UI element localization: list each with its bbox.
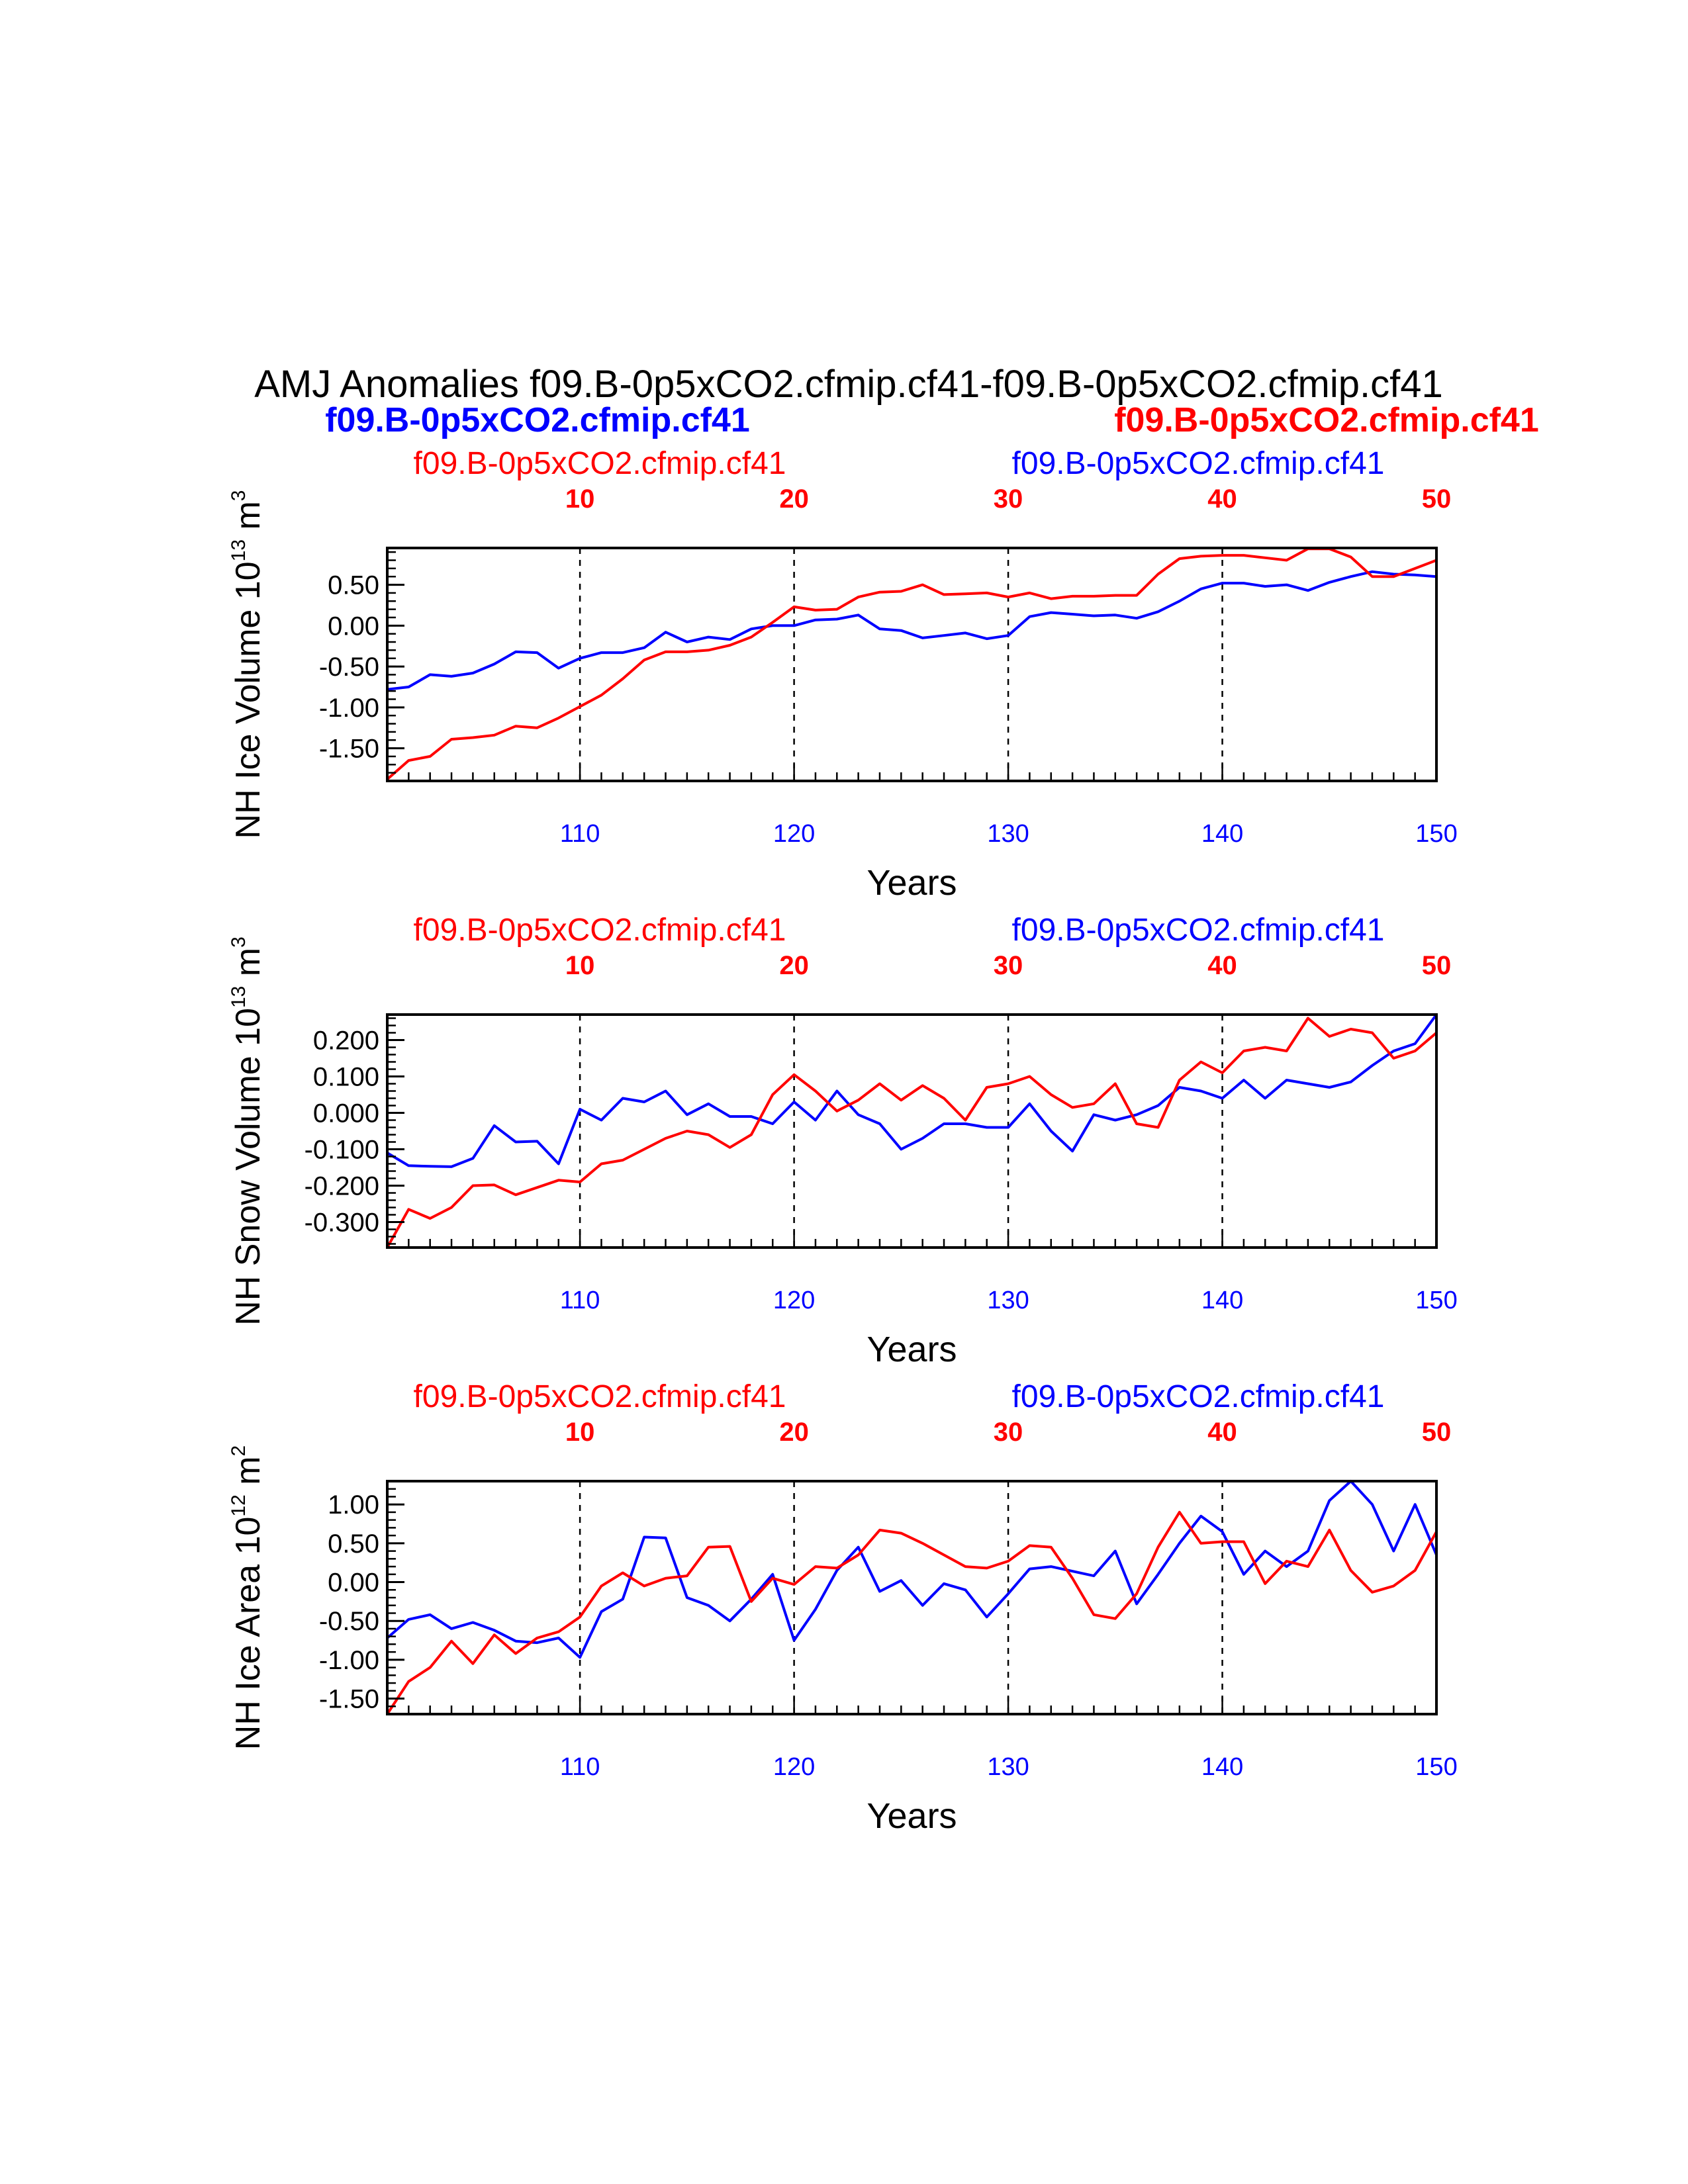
top-right-series-label: f09.B-0p5xCO2.cfmip.cf41 [1012,446,1385,481]
y-tick-label: 1.00 [328,1490,379,1520]
x-top-tick-label: 20 [779,484,809,514]
y-tick-label: -0.50 [319,1607,379,1636]
x-top-tick-label: 40 [1207,484,1237,514]
top-left-series-label: f09.B-0p5xCO2.cfmip.cf41 [414,913,786,948]
y-tick-label: 0.50 [328,571,379,600]
y-tick-label: 0.000 [313,1099,379,1128]
y-tick-label: 0.200 [313,1026,379,1056]
x-bottom-tick-label: 120 [773,1753,815,1781]
top-right-series-label: f09.B-0p5xCO2.cfmip.cf41 [1012,913,1385,948]
legend-left-label: f09.B-0p5xCO2.cfmip.cf41 [325,401,750,439]
x-top-tick-label: 30 [994,1418,1023,1447]
x-bottom-tick-label: 150 [1415,1753,1457,1781]
y-axis-title: NH Ice Volume 1013 m3 [228,490,267,839]
y-tick-label: -1.00 [319,1646,379,1675]
series-line-blue [386,1013,1438,1168]
x-top-tick-label: 10 [565,951,595,980]
y-tick-label: -0.200 [305,1172,379,1201]
y-axis-title-unit: m [229,948,267,986]
figure-title: AMJ Anomalies f09.B-0p5xCO2.cfmip.cf41-f… [254,363,1443,406]
plot-frame [386,1013,1438,1249]
y-axis-title-unit: m [229,1456,267,1494]
y-axis-title: NH Ice Area 1012 m2 [228,1445,267,1750]
x-bottom-tick-label: 110 [560,1753,600,1781]
x-top-tick-label: 20 [779,951,809,980]
y-axis-title: NH Snow Volume 1013 m3 [228,936,267,1326]
x-bottom-tick-label: 110 [560,820,600,848]
plot-frame [386,1480,1438,1715]
series-line-blue [386,1480,1438,1659]
chart-panel-2: f09.B-0p5xCO2.cfmip.cf41 f09.B-0p5xCO2.cf… [228,913,1458,1369]
y-tick-label: 0.50 [328,1529,379,1559]
y-tick-label: -1.50 [319,735,379,764]
y-tick-label: -0.100 [305,1136,379,1165]
y-axis-title-main: NH Ice Area 10 [229,1517,267,1751]
x-top-tick-label: 50 [1422,951,1452,980]
panels: f09.B-0p5xCO2.cfmip.cf41 f09.B-0p5xCO2.cf… [228,446,1458,1836]
y-axis-title-exponent: 12 [228,1494,250,1516]
x-bottom-tick-label: 140 [1201,1287,1243,1314]
x-top-tick-label: 40 [1207,1418,1237,1447]
y-tick-label: 0.00 [328,612,379,641]
x-top-tick-label: 10 [565,1418,595,1447]
x-top-tick-label: 20 [779,1418,809,1447]
top-left-series-label: f09.B-0p5xCO2.cfmip.cf41 [414,446,786,481]
y-axis-title-exponent: 13 [228,539,250,561]
y-axis-title-main: NH Snow Volume 10 [229,1008,267,1326]
x-bottom-tick-label: 140 [1201,1753,1243,1781]
y-axis-title-main: NH Ice Volume 10 [229,561,267,839]
x-axis-title: Years [867,863,957,903]
y-axis-title-unit: m [229,501,267,539]
y-axis-title-unit-exponent: 3 [228,936,250,948]
x-top-tick-label: 50 [1422,484,1452,514]
y-tick-label: -1.50 [319,1685,379,1714]
chart-panel-1: f09.B-0p5xCO2.cfmip.cf41 f09.B-0p5xCO2.cf… [228,446,1458,903]
x-top-tick-label: 50 [1422,1418,1452,1447]
series-line-red [386,547,1437,781]
x-top-tick-label: 30 [994,951,1023,980]
x-top-tick-label: 40 [1207,951,1237,980]
x-bottom-tick-label: 150 [1415,1287,1457,1314]
x-top-tick-label: 10 [565,484,595,514]
x-bottom-tick-label: 130 [987,1287,1029,1314]
series-line-blue [387,570,1437,691]
y-tick-label: -1.00 [319,694,379,723]
y-axis-title-unit-exponent: 3 [228,490,250,502]
series-line-red [386,1017,1438,1248]
series-line-red [386,1510,1438,1715]
y-axis-title-unit-exponent: 2 [228,1445,250,1457]
x-bottom-tick-label: 140 [1201,820,1243,848]
y-tick-label: -0.50 [319,653,379,682]
chart-panel-3: f09.B-0p5xCO2.cfmip.cf41 f09.B-0p5xCO2.cf… [228,1379,1458,1836]
x-bottom-tick-label: 130 [987,1753,1029,1781]
x-bottom-tick-label: 120 [773,1287,815,1314]
top-left-series-label: f09.B-0p5xCO2.cfmip.cf41 [414,1379,786,1414]
top-right-series-label: f09.B-0p5xCO2.cfmip.cf41 [1012,1379,1385,1414]
y-axis-title-exponent: 13 [228,986,250,1008]
y-tick-label: -0.300 [305,1208,379,1238]
x-bottom-tick-label: 130 [987,820,1029,848]
y-tick-label: 0.00 [328,1569,379,1598]
legend-right-label: f09.B-0p5xCO2.cfmip.cf41 [1114,401,1539,439]
x-axis-title: Years [867,1796,957,1836]
x-bottom-tick-label: 150 [1415,820,1457,848]
x-bottom-tick-label: 110 [560,1287,600,1314]
x-top-tick-label: 30 [994,484,1023,514]
y-tick-label: 0.100 [313,1063,379,1092]
x-bottom-tick-label: 120 [773,820,815,848]
plot-frame [386,547,1438,782]
x-axis-title: Years [867,1330,957,1369]
